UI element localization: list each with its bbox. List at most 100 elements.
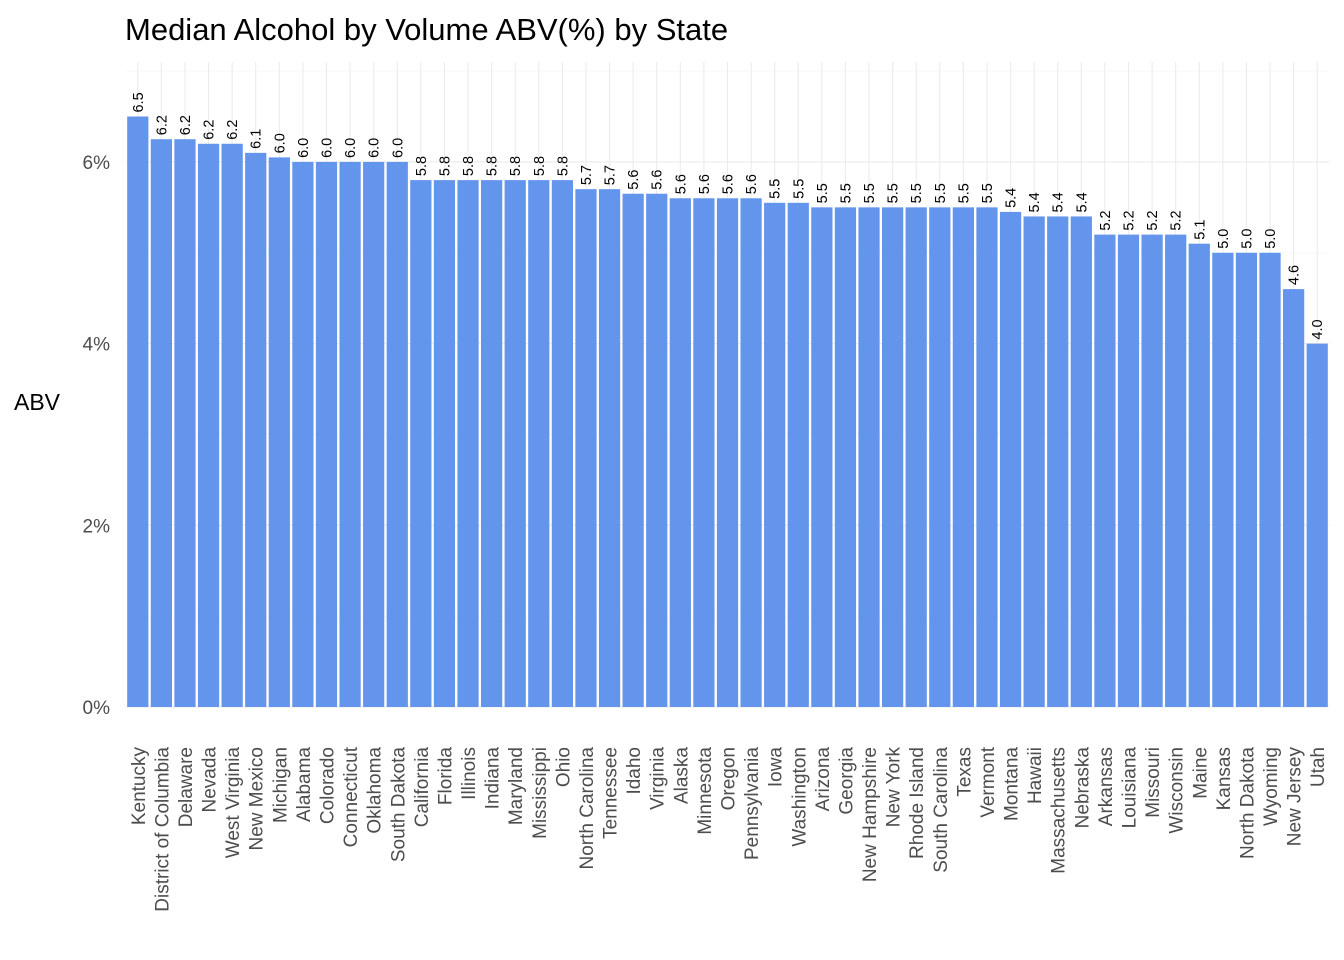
x-tick-label: Arizona	[813, 747, 834, 812]
x-tick-label: New Hampshire	[860, 747, 881, 882]
x-tick-label: Pennsylvania	[742, 747, 763, 860]
bar	[882, 207, 904, 707]
data-label: 5.8	[414, 156, 430, 176]
data-label: 4.0	[1310, 319, 1326, 339]
bar	[315, 161, 338, 708]
data-label: 5.8	[485, 156, 501, 176]
data-label: 6.2	[225, 120, 241, 140]
data-label: 6.5	[131, 92, 147, 112]
data-label: 5.0	[1239, 229, 1255, 249]
x-tick-label: Indiana	[483, 747, 504, 810]
data-label: 5.8	[555, 156, 571, 176]
x-tick-label: Arkansas	[1096, 747, 1117, 826]
x-tick-label: Wyoming	[1261, 747, 1282, 826]
x-tick-label: Virginia	[648, 747, 669, 810]
x-tick-label: Minnesota	[695, 747, 716, 835]
data-label: 5.8	[437, 156, 453, 176]
bar	[740, 198, 762, 707]
bar	[504, 180, 526, 708]
bar	[1117, 234, 1140, 707]
x-tick-label: Maine	[1190, 747, 1211, 799]
x-tick-label: District of Columbia	[152, 747, 173, 912]
bar	[386, 161, 408, 708]
y-axis-label: ABV	[14, 389, 61, 415]
data-label: 5.8	[532, 156, 548, 176]
data-label: 6.0	[296, 138, 312, 158]
data-label: 5.6	[721, 174, 737, 194]
bar	[1283, 289, 1305, 707]
x-tick-label: Montana	[1002, 747, 1023, 821]
data-label: 6.1	[249, 129, 265, 149]
bar	[174, 139, 196, 707]
bars	[127, 116, 1328, 708]
bar	[952, 207, 974, 707]
x-tick-label: Illinois	[459, 747, 480, 800]
x-tick-label: Utah	[1308, 747, 1329, 787]
bar	[268, 157, 290, 707]
x-tick-label: South Dakota	[388, 747, 409, 863]
data-label: 5.5	[862, 183, 878, 203]
bar	[905, 207, 927, 707]
bar	[811, 207, 833, 707]
x-tick-label: Connecticut	[341, 746, 362, 847]
data-label: 5.6	[626, 170, 642, 190]
x-tick-label: Oklahoma	[365, 747, 386, 834]
bar	[787, 202, 809, 707]
x-tick-label: Michigan	[270, 747, 291, 823]
x-tick-label: Iowa	[766, 747, 787, 788]
y-tick-label: 0%	[83, 698, 111, 719]
bar	[1306, 343, 1328, 707]
bar	[1047, 216, 1069, 707]
bar	[929, 207, 951, 707]
data-label: 5.4	[1051, 192, 1067, 212]
bar	[551, 180, 573, 708]
data-label: 5.7	[603, 165, 619, 185]
data-label: 5.5	[791, 179, 807, 199]
bar	[1235, 252, 1258, 707]
x-tick-label: Nevada	[200, 747, 221, 813]
x-tick-label: Washington	[789, 747, 810, 847]
data-label: 6.2	[178, 115, 194, 135]
data-label: 5.2	[1169, 210, 1185, 230]
data-label: 5.2	[1145, 210, 1161, 230]
bar	[127, 116, 149, 708]
data-label: 6.0	[367, 138, 383, 158]
data-label: 5.5	[886, 183, 902, 203]
y-tick-label: 4%	[83, 335, 111, 356]
x-tick-label: North Carolina	[577, 747, 598, 870]
bar	[1212, 252, 1234, 707]
data-label: 5.1	[1192, 220, 1208, 240]
bar	[1259, 252, 1281, 707]
x-tick-label: Louisiana	[1120, 747, 1141, 829]
bar	[1165, 234, 1187, 707]
x-tick-label: Massachusetts	[1049, 747, 1070, 874]
x-tick-label: Delaware	[176, 747, 197, 827]
bar	[245, 152, 267, 707]
bar	[669, 198, 691, 707]
bar	[999, 211, 1022, 708]
x-tick-label: Maryland	[506, 747, 527, 825]
bar	[693, 198, 715, 707]
x-tick-label: Mississippi	[530, 747, 551, 839]
bar	[575, 189, 597, 707]
x-tick-label: Idaho	[624, 747, 645, 795]
x-tick-label: New York	[884, 747, 905, 828]
data-label: 6.0	[272, 133, 288, 153]
data-label: 4.6	[1287, 265, 1303, 285]
data-label: 5.5	[933, 183, 949, 203]
bar	[433, 180, 456, 708]
x-tick-label: Wisconsin	[1167, 747, 1188, 834]
x-tick-label: South Carolina	[931, 747, 952, 873]
bar	[646, 193, 668, 708]
data-label: 5.5	[768, 179, 784, 199]
bar	[481, 180, 503, 708]
x-tick-label: Kansas	[1214, 747, 1235, 810]
data-label: 5.6	[650, 170, 666, 190]
data-label: 5.2	[1122, 210, 1138, 230]
bar	[363, 161, 385, 708]
data-label: 5.8	[508, 156, 524, 176]
bar	[1141, 234, 1163, 707]
bar	[150, 139, 172, 707]
data-label: 5.7	[579, 165, 595, 185]
